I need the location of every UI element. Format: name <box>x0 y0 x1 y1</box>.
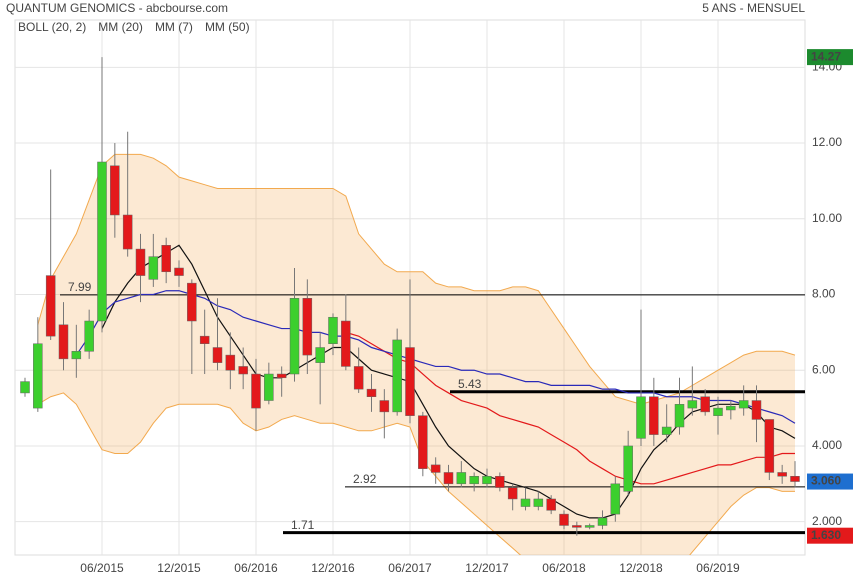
x-tick-label: 12/2016 <box>311 561 355 575</box>
candle-body <box>507 487 518 500</box>
x-tick-label: 06/2018 <box>542 561 586 575</box>
candle-body <box>726 405 736 411</box>
candle-body <box>482 475 492 485</box>
candle-body <box>366 388 377 397</box>
candle-body <box>71 351 82 360</box>
price-badge <box>807 49 853 66</box>
candle-body <box>276 373 287 379</box>
legend-entry: BOLL (20, 2) <box>18 20 86 34</box>
candle-body <box>110 165 120 216</box>
price-badge-label: 1.630 <box>811 528 841 542</box>
level-label: 2.92 <box>353 472 377 486</box>
candle-body <box>33 343 43 409</box>
candle-body <box>456 472 467 485</box>
candle-body <box>597 517 608 526</box>
candle-body <box>495 475 505 488</box>
candle-body <box>379 400 390 413</box>
price-badge-label: 3.060 <box>811 474 841 488</box>
candle-body <box>418 415 428 469</box>
candle-body <box>199 335 210 344</box>
y-tick-label: 2.000 <box>812 514 842 528</box>
candle-body <box>520 498 531 507</box>
candle-body <box>212 347 223 363</box>
candle-body <box>469 475 479 485</box>
candle-body <box>161 245 171 273</box>
band-lower <box>37 392 795 555</box>
x-tick-label: 12/2018 <box>619 561 663 575</box>
y-tick-label: 6.00 <box>812 362 836 376</box>
candle-body <box>20 381 30 394</box>
candle-body <box>289 298 300 375</box>
level-label: 1.71 <box>291 518 315 532</box>
y-tick-label: 10.00 <box>812 211 842 225</box>
candle-body <box>674 404 685 428</box>
candle-body <box>623 445 633 492</box>
price-badge <box>807 473 853 490</box>
candle-body <box>45 275 56 337</box>
x-tick-label: 06/2016 <box>234 561 278 575</box>
candle-body <box>405 347 415 416</box>
candle-body <box>238 366 248 375</box>
candle-body <box>251 373 261 409</box>
candle-body <box>58 324 69 360</box>
candle-body <box>315 347 325 363</box>
candle-body <box>533 498 544 507</box>
candle-body <box>738 400 749 409</box>
candle-body <box>649 396 659 435</box>
candle-body <box>328 316 338 344</box>
candle-body <box>610 483 621 515</box>
candle-body <box>264 373 274 401</box>
candle-body <box>636 396 646 439</box>
y-tick-label: 4.000 <box>812 438 842 452</box>
candle-body <box>777 472 787 477</box>
candle-body <box>661 426 672 435</box>
candle-body <box>148 256 159 280</box>
legend-entry: MM (20) <box>98 20 143 34</box>
candle-body <box>687 400 698 409</box>
candle-body <box>443 472 454 485</box>
moving-average <box>345 331 795 485</box>
candle-body <box>187 282 197 322</box>
price-badge <box>807 527 853 544</box>
candle-body <box>174 267 184 276</box>
candle-body <box>122 214 133 250</box>
chart-subtitle: 5 ANS - MENSUEL <box>702 1 805 15</box>
candle-body <box>430 464 441 473</box>
chart-title: QUANTUM GENOMICS - abcbourse.com <box>6 1 228 15</box>
x-tick-label: 12/2015 <box>157 561 201 575</box>
candle-body <box>790 475 800 482</box>
candle-body <box>584 525 595 528</box>
x-tick-label: 06/2019 <box>696 561 740 575</box>
price-badge-label: 14.27 <box>811 49 841 63</box>
x-tick-label: 06/2017 <box>388 561 432 575</box>
candle-body <box>700 396 710 413</box>
band-upper <box>37 153 796 405</box>
candle-body <box>559 513 569 526</box>
candle-body <box>84 320 94 352</box>
x-tick-label: 12/2017 <box>465 561 509 575</box>
candle-body <box>572 525 582 528</box>
candle-body <box>341 320 351 367</box>
level-label: 7.99 <box>68 280 92 294</box>
candle-body <box>751 400 762 420</box>
legend-entry: MM (7) <box>155 20 193 34</box>
legend-entry: MM (50) <box>205 20 250 34</box>
level-label: 5.43 <box>458 377 482 391</box>
candle-body <box>302 298 313 356</box>
y-tick-label: 12.00 <box>812 135 842 149</box>
candle-body <box>353 366 364 390</box>
y-tick-label: 8.00 <box>812 287 836 301</box>
band-fill <box>37 154 795 555</box>
candle-body <box>764 419 775 473</box>
candle-body <box>392 339 402 413</box>
candle-body <box>546 498 556 511</box>
candle-body <box>225 354 236 371</box>
candle-body <box>713 407 723 416</box>
candle-body <box>97 161 107 322</box>
x-tick-label: 06/2015 <box>80 561 124 575</box>
candle-body <box>135 248 146 276</box>
